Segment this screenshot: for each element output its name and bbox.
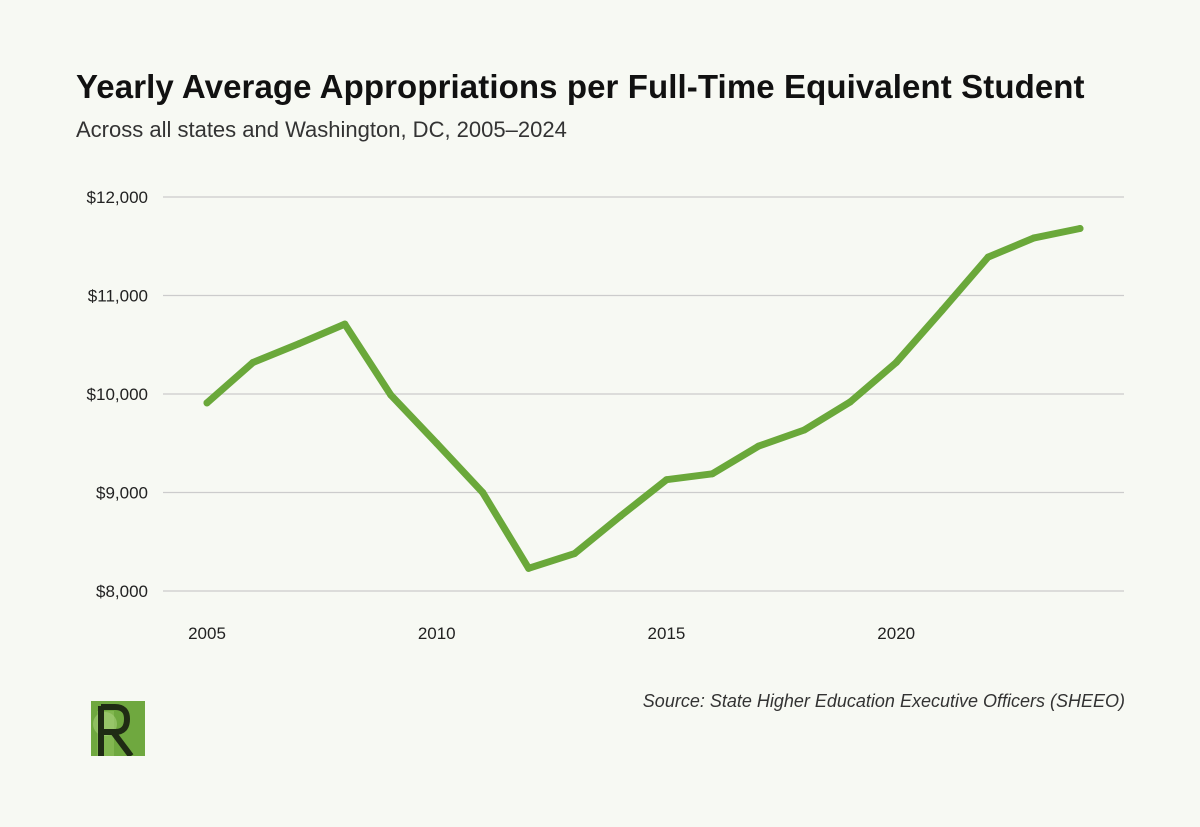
data-point [203,399,211,407]
data-point [387,391,395,399]
chart-title: Yearly Average Appropriations per Full-T… [76,68,1085,105]
y-axis-ticks: $8,000 $9,000 $10,000 $11,000 $12,000 [87,188,148,601]
chart-subtitle: Across all states and Washington, DC, 20… [76,117,567,142]
data-point [433,439,441,447]
x-tick-label: 2010 [418,624,456,643]
data-point [571,550,579,558]
data-point [662,476,670,484]
logo [91,701,145,756]
data-point [800,426,808,434]
x-axis-ticks: 2005 2010 2015 2020 [188,624,915,643]
y-tick-label: $10,000 [87,385,148,404]
source-note: Source: State Higher Education Executive… [642,691,1125,711]
data-point [1076,225,1084,233]
y-tick-label: $12,000 [87,188,148,207]
data-point [892,358,900,366]
data-point [708,470,716,478]
logo-r-letter [98,704,134,756]
data-point [846,398,854,406]
y-tick-label: $11,000 [88,287,148,306]
y-tick-label: $8,000 [96,582,148,601]
data-point [984,253,992,261]
y-tick-label: $9,000 [96,484,148,503]
data-point [249,358,257,366]
data-point [938,306,946,314]
series-line [203,225,1084,572]
data-point [754,442,762,450]
series [203,225,1084,572]
data-point [617,512,625,520]
x-tick-label: 2015 [648,624,686,643]
data-point [1030,234,1038,242]
x-tick-label: 2020 [877,624,915,643]
data-point [525,564,533,572]
data-point [341,320,349,328]
data-point [295,340,303,348]
x-tick-label: 2005 [188,624,226,643]
data-point [479,489,487,496]
gridlines [163,196,1124,592]
